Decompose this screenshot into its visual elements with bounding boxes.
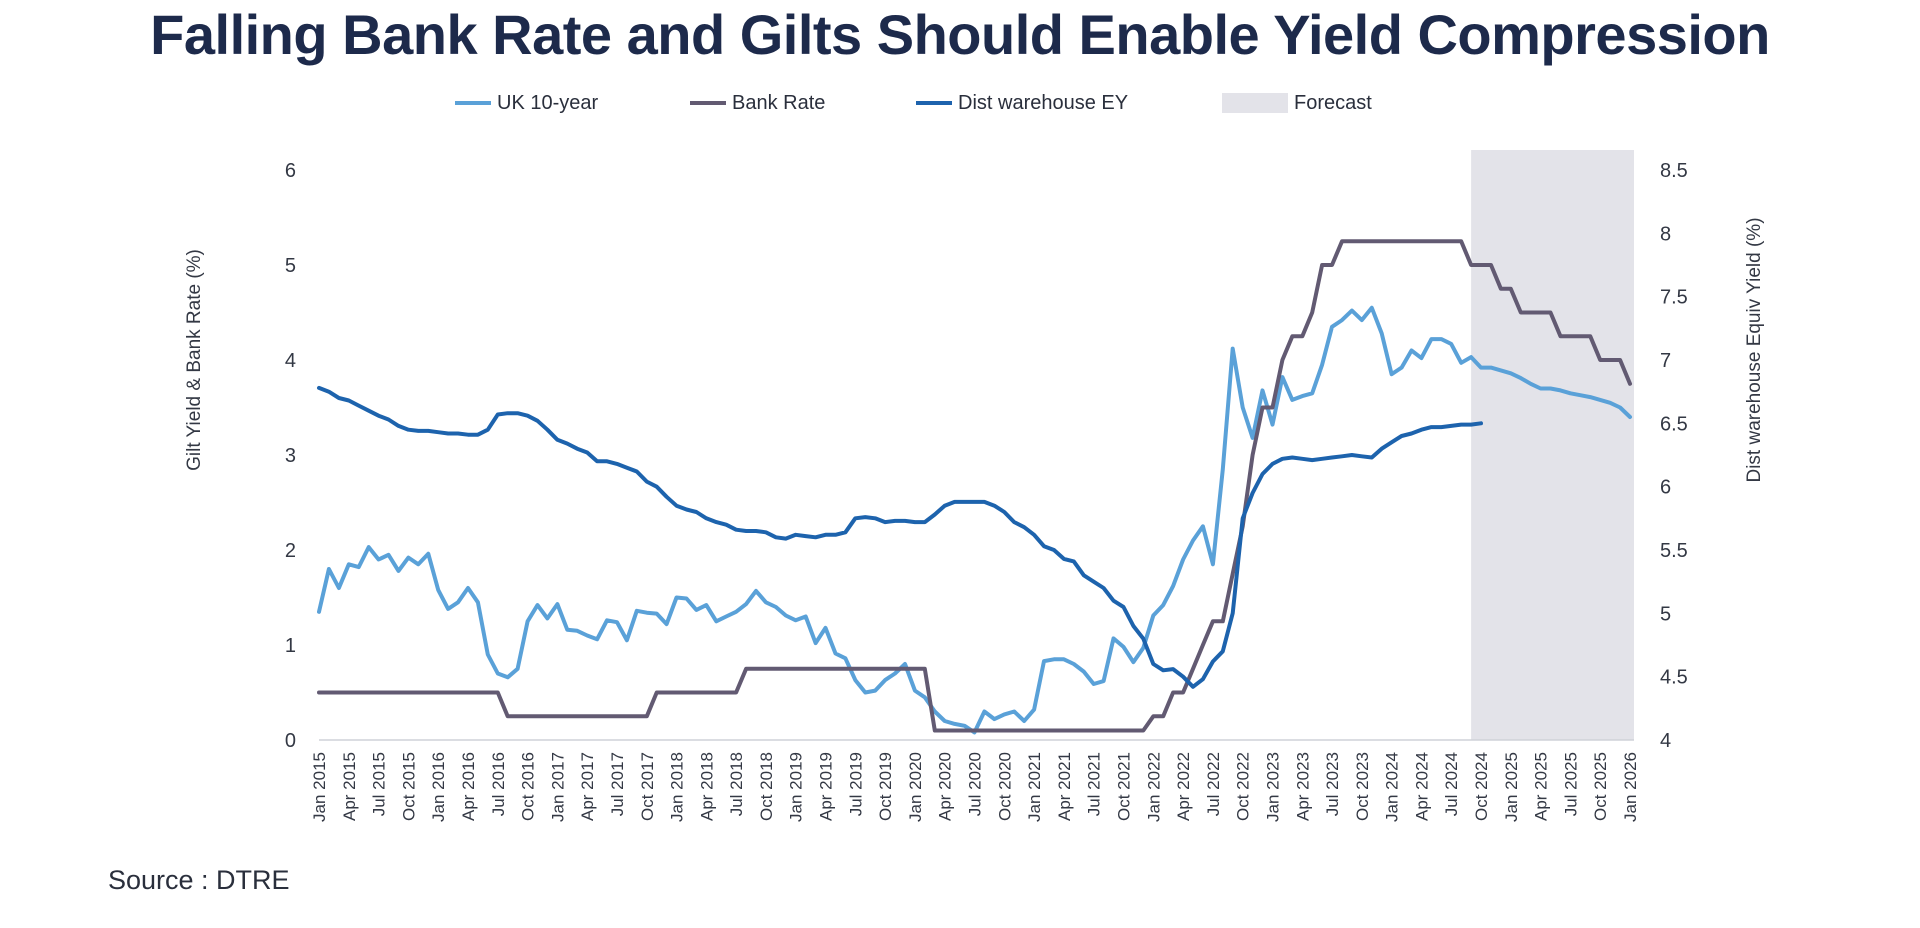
y-axis-right-title: Dist warehouse Equiv Yield (%) (1744, 217, 1765, 482)
x-tick-label: Oct 2022 (1234, 752, 1253, 821)
y-right-tick-label: 8 (1660, 223, 1671, 245)
y-left-tick-label: 5 (285, 255, 296, 277)
x-tick-label: Jan 2023 (1263, 752, 1282, 822)
legend-item-bank-rate: Bank Rate (690, 88, 825, 118)
y-right-tick-label: 4.5 (1660, 667, 1688, 689)
x-tick-label: Jan 2026 (1621, 752, 1640, 822)
x-tick-label: Jan 2016 (429, 752, 448, 822)
x-tick-label: Apr 2018 (697, 752, 716, 821)
bank-rate-line (317, 239, 1632, 733)
x-tick-label: Apr 2022 (1174, 752, 1193, 821)
dist-warehouse-line (317, 385, 1483, 689)
x-tick-label: Jan 2015 (310, 752, 329, 822)
x-tick-label: Jul 2023 (1323, 752, 1342, 816)
y-right-tick-label: 7.5 (1660, 287, 1688, 309)
legend-swatch-bank-rate (690, 101, 726, 105)
x-tick-label: Jan 2022 (1144, 752, 1163, 822)
legend-label-dist-warehouse: Dist warehouse EY (958, 91, 1129, 114)
x-tick-label: Jul 2017 (608, 752, 627, 816)
y-axis-left-title: Gilt Yield & Bank Rate (%) (184, 249, 205, 471)
x-tick-label: Jul 2019 (846, 752, 865, 816)
y-left-tick-label: 2 (285, 540, 296, 562)
y-right-tick-label: 6.5 (1660, 413, 1688, 435)
chart-title: Falling Bank Rate and Gilts Should Enabl… (150, 3, 1770, 66)
legend-swatch-dist-warehouse (916, 101, 952, 105)
x-tick-label: Jul 2016 (489, 752, 508, 816)
y-right-tick-label: 5.5 (1660, 540, 1688, 562)
x-tick-label: Apr 2016 (459, 752, 478, 821)
x-axis-ticks: Jan 2015 Apr 2015 Jul 2015 Oct 2015 Jan 2016… (310, 752, 1640, 822)
x-tick-label: Jan 2020 (906, 752, 925, 822)
y-right-tick-label: 8.5 (1660, 160, 1688, 182)
legend-item-dist-warehouse: Dist warehouse EY (916, 88, 1128, 118)
y-right-tick-label: 7 (1660, 350, 1671, 372)
x-tick-label: Oct 2023 (1353, 752, 1372, 821)
legend-label-forecast: Forecast (1294, 91, 1372, 114)
x-tick-label: Jul 2022 (1204, 752, 1223, 816)
x-tick-label: Jul 2020 (966, 752, 985, 816)
legend-item-forecast: Forecast (1222, 88, 1372, 118)
x-tick-label: Jan 2024 (1383, 752, 1402, 822)
y-right-tick-label: 4 (1660, 730, 1671, 752)
x-tick-label: Apr 2024 (1412, 752, 1431, 821)
x-tick-label: Apr 2015 (340, 752, 359, 821)
x-tick-label: Jul 2015 (370, 752, 389, 816)
y-right-tick-label: 6 (1660, 477, 1671, 499)
forecast-band (1471, 150, 1634, 740)
y-left-tick-label: 0 (285, 730, 296, 752)
legend-item-uk10: UK 10-year (455, 88, 598, 118)
x-tick-label: Apr 2021 (1055, 752, 1074, 821)
y-right-tick-label: 5 (1660, 603, 1671, 625)
uk10-line (317, 305, 1632, 735)
y-left-tick-label: 6 (285, 160, 296, 182)
x-tick-label: Oct 2016 (519, 752, 538, 821)
x-tick-label: Apr 2020 (936, 752, 955, 821)
x-tick-label: Oct 2021 (1114, 752, 1133, 821)
x-tick-label: Oct 2019 (876, 752, 895, 821)
x-tick-label: Jan 2017 (548, 752, 567, 822)
y-axis-left-ticks: 0 1 2 3 4 5 6 (285, 160, 296, 752)
x-tick-label: Jul 2024 (1442, 752, 1461, 816)
legend-label-bank-rate: Bank Rate (732, 91, 826, 114)
legend-label-uk10: UK 10-year (497, 91, 599, 114)
x-tick-label: Oct 2015 (399, 752, 418, 821)
x-tick-label: Oct 2020 (995, 752, 1014, 821)
y-axis-right-ticks: 4 4.5 5 5.5 6 6.5 7 7.5 8 8.5 (1660, 160, 1688, 752)
legend-swatch-forecast (1222, 93, 1288, 113)
y-left-tick-label: 3 (285, 445, 296, 467)
x-tick-label: Apr 2023 (1293, 752, 1312, 821)
source-note: Source : DTRE (108, 865, 290, 895)
x-tick-label: Jan 2021 (1025, 752, 1044, 822)
x-tick-label: Oct 2025 (1591, 752, 1610, 821)
x-tick-label: Jul 2018 (727, 752, 746, 816)
series-layer (317, 239, 1632, 735)
y-left-tick-label: 1 (285, 635, 296, 657)
x-tick-label: Oct 2017 (638, 752, 657, 821)
legend-swatch-uk10 (455, 101, 491, 105)
x-tick-label: Jul 2021 (1085, 752, 1104, 816)
x-tick-label: Apr 2019 (817, 752, 836, 821)
x-tick-label: Apr 2017 (578, 752, 597, 821)
y-left-tick-label: 4 (285, 350, 296, 372)
x-tick-label: Jan 2025 (1502, 752, 1521, 822)
x-tick-label: Jul 2025 (1561, 752, 1580, 816)
legend: UK 10-year Bank Rate Dist warehouse EY F… (0, 88, 1920, 118)
x-tick-label: Oct 2024 (1472, 752, 1491, 821)
x-tick-label: Jan 2018 (668, 752, 687, 822)
x-tick-label: Apr 2025 (1532, 752, 1551, 821)
x-tick-label: Jan 2019 (787, 752, 806, 822)
x-tick-label: Oct 2018 (757, 752, 776, 821)
